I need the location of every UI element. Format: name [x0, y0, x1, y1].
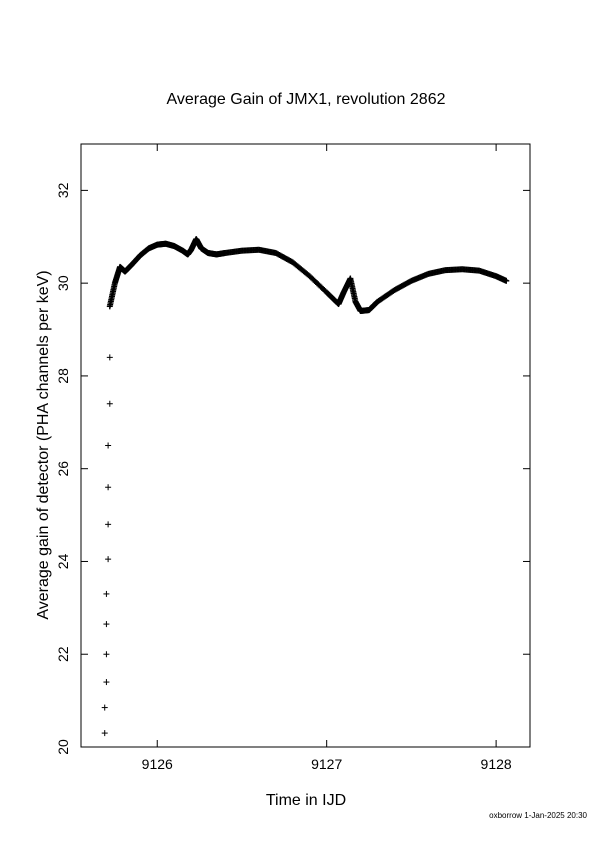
data-point — [105, 442, 112, 449]
y-axis-label: Average gain of detector (PHA channels p… — [35, 270, 52, 619]
data-point — [103, 590, 110, 597]
x-tick-label: 9126 — [142, 756, 173, 772]
data-point — [103, 651, 110, 658]
y-tick-label: 28 — [55, 368, 71, 384]
y-tick-label: 32 — [55, 182, 71, 198]
x-axis-label: Time in IJD — [266, 792, 346, 809]
data-point — [106, 354, 113, 361]
y-tick-label: 20 — [55, 739, 71, 755]
y-tick-label: 24 — [55, 553, 71, 569]
axis-ticks — [81, 144, 530, 748]
data-point — [103, 621, 110, 628]
y-tick-label: 30 — [55, 275, 71, 291]
data-point — [103, 679, 110, 686]
y-tick-label: 22 — [55, 646, 71, 662]
data-point — [105, 556, 112, 563]
y-tick-label: 26 — [55, 461, 71, 477]
chart-title: Average Gain of JMX1, revolution 2862 — [167, 91, 446, 108]
data-point — [105, 484, 112, 491]
axis-tick-labels: 9126 9127 9128 20 22 24 26 28 30 32 — [55, 182, 512, 772]
data-point — [503, 277, 510, 284]
data-point — [105, 521, 112, 528]
x-tick-label: 9128 — [481, 756, 512, 772]
data-point — [101, 704, 108, 711]
footer-timestamp: oxborrow 1-Jan-2025 20:30 — [489, 811, 587, 820]
data-points — [101, 236, 510, 737]
data-point — [101, 730, 108, 737]
data-point — [106, 400, 113, 407]
x-tick-label: 9127 — [311, 756, 342, 772]
plot-frame — [80, 143, 531, 748]
